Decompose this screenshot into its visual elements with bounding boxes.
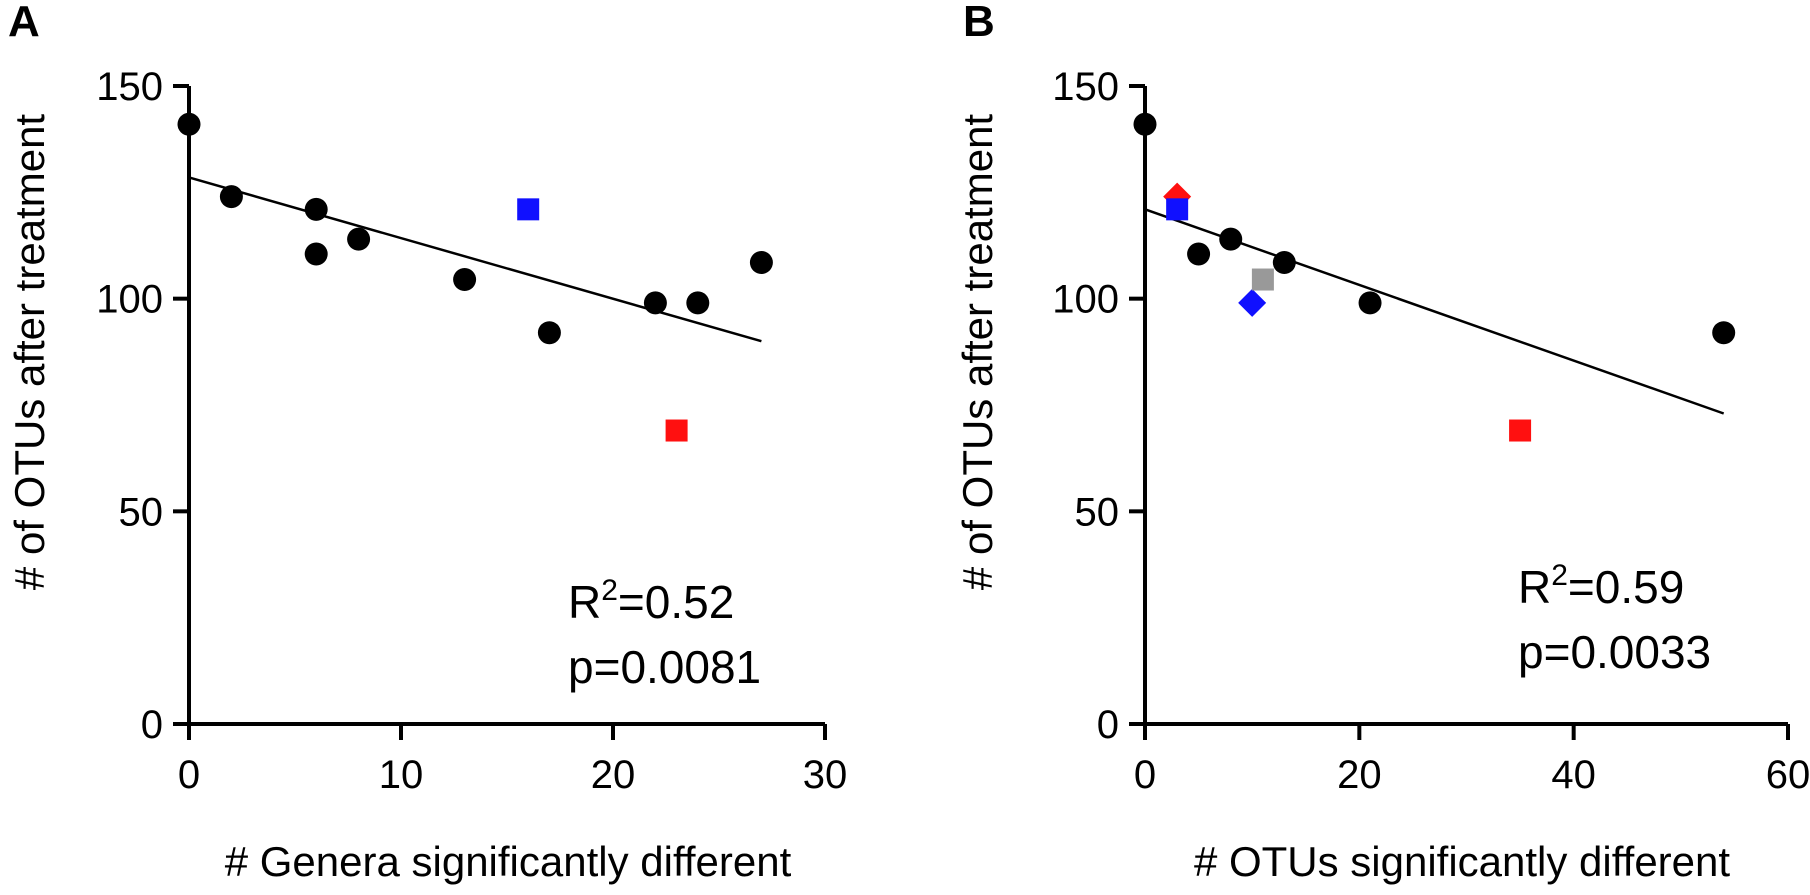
p-value-label-b: p=0.0033 [1518,626,1711,678]
axes-b [1143,86,1788,726]
data-point-square [665,419,688,442]
y-tick-label: 0 [1097,703,1119,747]
points-a [177,112,773,442]
data-point-circle [304,242,328,266]
data-point-circle [1712,321,1736,345]
panel-letter-b: B [963,0,995,46]
data-point-circle [749,251,773,275]
x-tick-label: 0 [178,753,200,797]
x-tick-label: 30 [803,753,848,797]
data-point-diamond [1238,288,1267,317]
regression-line-b [1144,208,1725,415]
panel-b: B # of OTUs after treatment # OTUs signi… [954,0,1810,885]
x-tick-label: 20 [591,753,636,797]
y-tick-label: 0 [141,703,163,747]
data-point-square [1509,419,1532,442]
y-tick-label: 50 [1075,490,1120,534]
p-value-label-a: p=0.0081 [568,641,761,693]
tick-group-b: 0 20 40 60 0 50 100 150 [1052,65,1810,797]
r-squared-r-b: R [1518,561,1551,613]
r-squared-label-b: R2=0.59 [1518,559,1684,613]
r-squared-r-a: R [568,576,601,628]
data-point-circle [347,227,371,251]
data-point-circle [1272,251,1296,275]
r-squared-value-a: =0.52 [618,576,734,628]
r-squared-value-b: =0.59 [1568,561,1684,613]
x-tick-label: 10 [379,753,424,797]
data-point-circle [1358,291,1382,315]
y-tick-label: 100 [1052,278,1119,322]
y-tick-label: 150 [1052,65,1119,109]
axes-a [187,86,825,726]
x-tick-label: 20 [1337,753,1382,797]
r-squared-label-a: R2=0.52 [568,574,734,628]
regression-line-a [188,176,762,343]
data-point-square [1166,198,1189,221]
x-tick-label: 60 [1766,753,1810,797]
r-squared-sup-b: 2 [1551,559,1568,592]
panel-a: A # of OTUs after treatment # Genera sig… [6,0,847,885]
x-tick-label: 0 [1134,753,1156,797]
data-point-circle [686,291,710,315]
data-point-circle [1187,242,1211,266]
r-squared-sup-a: 2 [601,574,618,607]
data-point-circle [453,268,477,292]
data-point-square [1251,268,1274,291]
points-b [1133,112,1736,442]
tick-group-a: 0 10 20 30 0 50 100 150 [96,65,847,797]
y-tick-label: 50 [119,490,164,534]
data-point-circle [1133,112,1157,136]
data-point-square [517,198,540,221]
y-axis-title-b: # of OTUs after treatment [954,114,1001,591]
x-axis-title-b: # OTUs significantly different [1194,838,1730,885]
x-tick-label: 40 [1551,753,1596,797]
y-tick-label: 100 [96,278,163,322]
panel-letter-a: A [8,0,40,46]
y-axis-title-a: # of OTUs after treatment [6,114,53,591]
data-point-circle [219,185,243,209]
x-axis-title-a: # Genera significantly different [225,838,792,885]
data-point-circle [304,197,328,221]
data-point-circle [537,321,561,345]
y-tick-label: 150 [96,65,163,109]
data-point-circle [1219,227,1243,251]
data-point-circle [177,112,201,136]
data-point-circle [643,291,667,315]
